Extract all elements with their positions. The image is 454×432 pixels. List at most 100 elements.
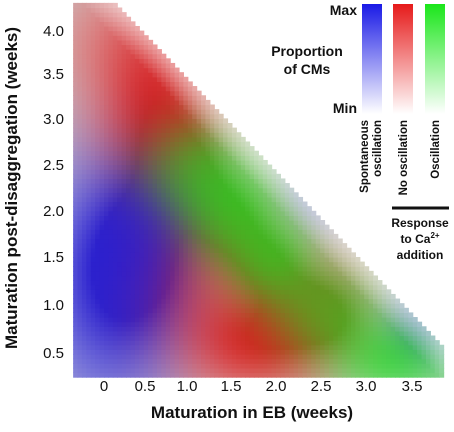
heatmap-cell <box>77 261 83 267</box>
heatmap-cell <box>209 206 215 212</box>
heatmap-cell <box>174 169 180 175</box>
heatmap-cell <box>218 326 224 332</box>
heatmap-cell <box>143 81 149 87</box>
heatmap-cell <box>223 187 229 193</box>
heatmap-cell <box>364 358 370 364</box>
heatmap-cell <box>236 183 242 189</box>
heatmap-cell <box>86 146 92 152</box>
heatmap-cell <box>152 206 158 212</box>
heatmap-cell <box>306 280 312 286</box>
heatmap-cell <box>271 344 277 350</box>
heatmap-cell <box>187 146 193 152</box>
heatmap-cell <box>333 270 339 277</box>
heatmap-cell <box>306 303 312 309</box>
heatmap-cell <box>178 330 184 337</box>
heatmap-cell <box>86 53 92 59</box>
heatmap-cell <box>315 284 321 290</box>
heatmap-cell <box>104 123 110 129</box>
heatmap-cell <box>130 372 136 378</box>
heatmap-cell <box>170 150 176 156</box>
heatmap-cell <box>165 354 171 360</box>
heatmap-cell <box>271 173 277 180</box>
heatmap-cell <box>152 252 158 258</box>
heatmap-cell <box>156 317 162 323</box>
heatmap-cell <box>161 164 167 170</box>
heatmap-cell <box>170 252 176 258</box>
heatmap-cell <box>143 256 149 263</box>
heatmap-cell <box>355 372 361 378</box>
heatmap-cell <box>359 340 365 346</box>
heatmap-cell <box>280 220 286 226</box>
heatmap-cell <box>99 372 105 378</box>
heatmap-cell <box>364 367 370 374</box>
heatmap-cell <box>152 293 158 300</box>
heatmap-cell <box>306 210 312 216</box>
heatmap-cell <box>134 62 140 69</box>
heatmap-cell <box>99 164 105 170</box>
heatmap-cell <box>165 72 171 78</box>
heatmap-cell <box>117 183 123 189</box>
heatmap-cell <box>214 150 220 156</box>
heatmap-cell <box>148 173 154 180</box>
heatmap-cell <box>73 53 79 59</box>
heatmap-cell <box>165 146 171 152</box>
heatmap-cell <box>73 67 79 73</box>
heatmap-cell <box>214 136 220 143</box>
heatmap-cell <box>214 123 220 129</box>
heatmap-cell <box>214 298 220 304</box>
heatmap-cell <box>214 169 220 175</box>
heatmap-cell <box>236 178 242 184</box>
heatmap-cell <box>249 349 255 355</box>
heatmap-cells <box>73 2 445 378</box>
heatmap-cell <box>245 243 251 249</box>
heatmap-cell <box>81 367 87 374</box>
heatmap-cell <box>271 326 277 332</box>
heatmap-cell <box>196 196 202 203</box>
heatmap-cell <box>112 150 118 156</box>
heatmap-cell <box>395 298 401 304</box>
heatmap-cell <box>95 187 101 193</box>
heatmap-cell <box>218 266 224 272</box>
heatmap-cell <box>174 99 180 106</box>
heatmap-cell <box>258 363 264 369</box>
heatmap-cell <box>258 229 264 235</box>
heatmap-cell <box>223 252 229 258</box>
heatmap-cell <box>293 220 299 226</box>
heatmap-cell <box>77 164 83 170</box>
heatmap-cell <box>271 307 277 314</box>
heatmap-cell <box>262 298 268 304</box>
heatmap-cell <box>425 340 431 346</box>
heatmap-cell <box>104 321 110 327</box>
heatmap-cell <box>333 280 339 286</box>
heatmap-cell <box>165 358 171 364</box>
heatmap-cell <box>104 12 110 18</box>
heatmap-cell <box>214 233 220 240</box>
heatmap-cell <box>90 2 96 9</box>
heatmap-cell <box>350 349 356 355</box>
heatmap-cell <box>359 344 365 350</box>
heatmap-cell <box>174 72 180 78</box>
heatmap-cell <box>130 183 136 189</box>
heatmap-cell <box>231 307 237 314</box>
heatmap-cell <box>258 196 264 203</box>
heatmap-cell <box>280 215 286 221</box>
heatmap-cell <box>196 113 202 119</box>
heatmap-cell <box>165 99 171 106</box>
heatmap-cell <box>81 358 87 364</box>
heatmap-cell <box>81 349 87 355</box>
heatmap-cell <box>126 354 132 360</box>
heatmap-cell <box>81 293 87 300</box>
heatmap-cell <box>126 330 132 337</box>
heatmap-cell <box>73 224 79 230</box>
heatmap-cell <box>81 243 87 249</box>
heatmap-cell <box>90 76 96 83</box>
heatmap-cell <box>205 210 211 216</box>
heatmap-cell <box>262 367 268 374</box>
heatmap-cell <box>236 289 242 295</box>
heatmap-cell <box>231 169 237 175</box>
heatmap-cell <box>187 192 193 198</box>
heatmap-cell <box>192 229 198 235</box>
heatmap-cell <box>218 358 224 364</box>
heatmap-cell <box>245 238 251 244</box>
heatmap-cell <box>143 183 149 189</box>
